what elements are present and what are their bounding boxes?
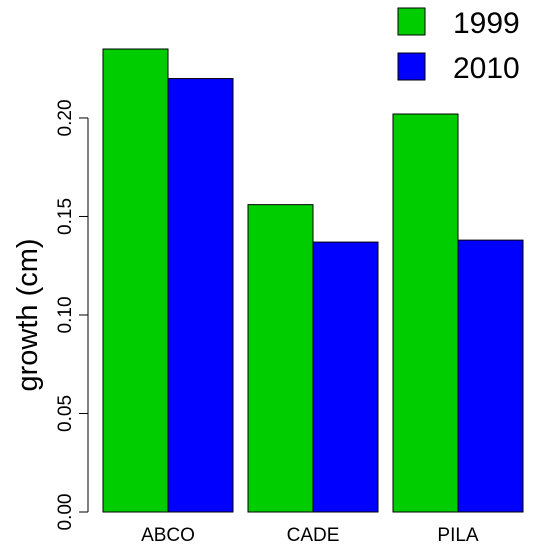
legend: 1999 2010 bbox=[397, 7, 520, 85]
bar-cade-1999 bbox=[247, 204, 314, 513]
bars bbox=[102, 48, 524, 513]
y-axis: 0.00 0.05 0.10 0.15 0.20 bbox=[55, 99, 89, 531]
x-category-label: ABCO bbox=[141, 525, 195, 546]
x-category-label: CADE bbox=[287, 525, 340, 546]
x-axis-labels: ABCO CADE PILA bbox=[141, 525, 479, 546]
bar-cade-2010 bbox=[312, 241, 379, 513]
y-tick-label: 0.10 bbox=[55, 296, 76, 333]
y-tick-label: 0.00 bbox=[55, 494, 76, 531]
legend-label-1999: 1999 bbox=[453, 7, 520, 40]
bar-pila-1999 bbox=[392, 113, 459, 513]
bar-abco-2010 bbox=[167, 78, 234, 513]
legend-label-2010: 2010 bbox=[453, 52, 520, 85]
y-axis-title: growth (cm) bbox=[12, 238, 44, 391]
legend-swatch-2010 bbox=[397, 52, 426, 81]
y-tick-label: 0.20 bbox=[55, 99, 76, 136]
y-tick-label: 0.05 bbox=[55, 395, 76, 432]
legend-swatch-1999 bbox=[397, 7, 426, 36]
y-tick-label: 0.15 bbox=[55, 198, 76, 235]
bar-abco-1999 bbox=[102, 48, 169, 513]
x-category-label: PILA bbox=[437, 525, 479, 546]
bar-pila-2010 bbox=[457, 239, 524, 513]
